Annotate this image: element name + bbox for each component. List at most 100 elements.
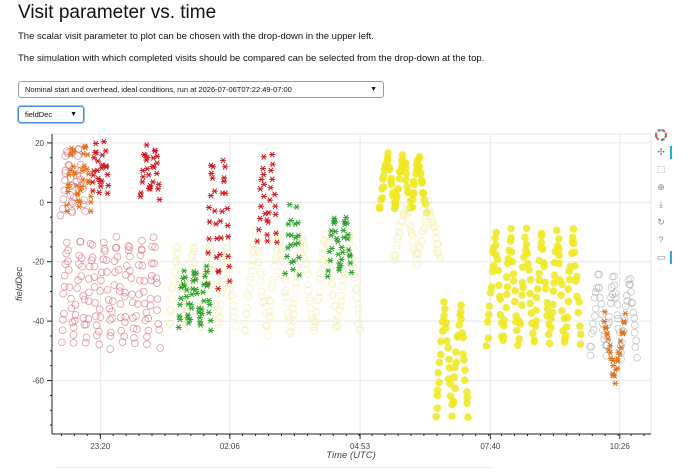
simulated-visit-point — [304, 286, 313, 295]
simulated-visit-point — [610, 281, 619, 290]
asterisk-stroke — [182, 283, 187, 290]
completed-visit-point — [287, 217, 294, 224]
asterisk-stroke — [77, 199, 83, 205]
completed-visit-point — [610, 362, 617, 369]
simulated-visit-point — [353, 284, 361, 293]
completed-visit-point — [217, 251, 224, 258]
completed-visit-point — [260, 193, 267, 200]
asterisk-stroke — [339, 256, 345, 263]
reset-icon[interactable]: ↻ — [657, 216, 665, 227]
simulated-visit-point — [443, 337, 451, 345]
simulated-visit-point — [282, 292, 291, 301]
completed-visit-point — [147, 183, 154, 189]
box-zoom-icon[interactable]: ⬚ — [656, 164, 666, 175]
simulated-visit-point — [280, 288, 289, 297]
simulated-visit-point — [532, 293, 541, 302]
completed-visit-point — [211, 188, 218, 195]
completed-visit-point — [181, 283, 188, 290]
simulated-visit-point — [549, 287, 558, 295]
asterisk-stroke — [155, 185, 161, 192]
simulated-visit-point — [535, 269, 543, 278]
completed-visit-point — [72, 171, 79, 178]
completed-visit-point — [66, 171, 73, 178]
simulated-visit-point — [397, 216, 405, 225]
simulated-visit-point — [148, 242, 156, 251]
completed-visit-point — [339, 249, 346, 256]
completed-visit-point — [343, 220, 350, 227]
completed-visit-point — [203, 263, 210, 270]
asterisk-stroke — [607, 342, 613, 349]
simulated-visit-point — [306, 294, 314, 302]
simulated-visit-point — [272, 246, 281, 255]
asterisk-stroke — [90, 172, 96, 179]
simulated-visit-point — [328, 280, 337, 289]
completed-visit-point — [155, 181, 162, 188]
simulated-visit-point — [147, 272, 156, 280]
simulated-visit-point — [153, 306, 161, 314]
asterisk-stroke — [79, 183, 85, 190]
simulated-visit-point — [387, 180, 396, 189]
bokeh-logo-icon[interactable] — [653, 126, 669, 144]
simulated-visit-point — [64, 246, 72, 255]
simulated-visit-point — [509, 270, 518, 278]
simulated-visit-point — [80, 295, 89, 304]
simulated-visit-point — [496, 295, 505, 303]
hover-icon[interactable]: ▭ — [653, 249, 672, 267]
simulated-visit-point — [595, 270, 603, 279]
simulated-visit-point — [594, 284, 603, 292]
asterisk-stroke — [259, 176, 264, 183]
asterisk-stroke — [156, 181, 162, 188]
simulated-visit-point — [254, 248, 263, 256]
simulated-visit-point — [428, 215, 436, 224]
simulated-visit-point — [289, 317, 297, 326]
asterisk-stroke — [154, 153, 160, 160]
asterisk-stroke — [98, 183, 104, 189]
asterisk-stroke — [295, 240, 301, 247]
simulated-visit-point — [231, 322, 240, 331]
completed-visit-point — [203, 268, 210, 275]
asterisk-stroke — [143, 157, 149, 163]
asterisk-stroke — [140, 173, 146, 180]
simulated-visit-point — [100, 238, 108, 247]
simulated-visit-point — [521, 233, 529, 242]
simulated-visit-point — [249, 246, 258, 255]
completed-visit-point — [79, 176, 86, 183]
simulation-select[interactable]: Nominal start and overhead, ideal condit… — [18, 81, 384, 98]
help-icon[interactable]: ? — [658, 234, 664, 245]
simulated-visit-point — [624, 276, 633, 285]
pan-icon[interactable]: ✣ — [653, 144, 672, 162]
asterisk-stroke — [339, 244, 345, 251]
simulated-visit-point — [287, 328, 295, 336]
asterisk-stroke — [91, 168, 97, 174]
completed-visit-point — [192, 276, 199, 283]
simulated-visit-point — [112, 232, 121, 241]
simulated-visit-point — [277, 245, 286, 254]
completed-visit-point — [334, 238, 341, 245]
simulated-visit-point — [229, 301, 237, 310]
asterisk-stroke — [603, 324, 609, 331]
asterisk-stroke — [150, 178, 156, 185]
completed-visit-point — [207, 327, 214, 334]
asterisk-stroke — [284, 253, 290, 260]
visit-parameter-plot[interactable]: 20 0 -20 -40 -60 23:20 02:06 04:53 07:40 10:26 T… — [0, 128, 690, 474]
completed-visit-point — [192, 286, 199, 293]
completed-visit-point — [269, 176, 276, 183]
simulated-visit-point — [575, 298, 583, 306]
simulated-visit-point — [564, 285, 573, 294]
simulated-visit-point — [626, 280, 635, 289]
simulated-visit-point — [398, 151, 407, 159]
completed-visit-point — [183, 287, 190, 293]
simulated-visit-point — [60, 310, 68, 318]
wheel-zoom-icon[interactable]: ⊕ — [657, 181, 665, 192]
parameter-select[interactable]: fieldDec ▼ — [18, 106, 84, 123]
simulated-visit-point — [92, 321, 101, 330]
simulated-visit-point — [403, 211, 412, 219]
simulated-visit-point — [526, 299, 535, 308]
completed-visit-point — [79, 167, 86, 174]
completed-visit-point — [327, 257, 334, 264]
simulated-visit-point — [621, 302, 630, 310]
save-icon[interactable]: ⤓ — [659, 199, 663, 210]
simulated-visit-point — [116, 283, 124, 291]
asterisk-stroke — [287, 201, 293, 208]
asterisk-stroke — [154, 160, 160, 167]
